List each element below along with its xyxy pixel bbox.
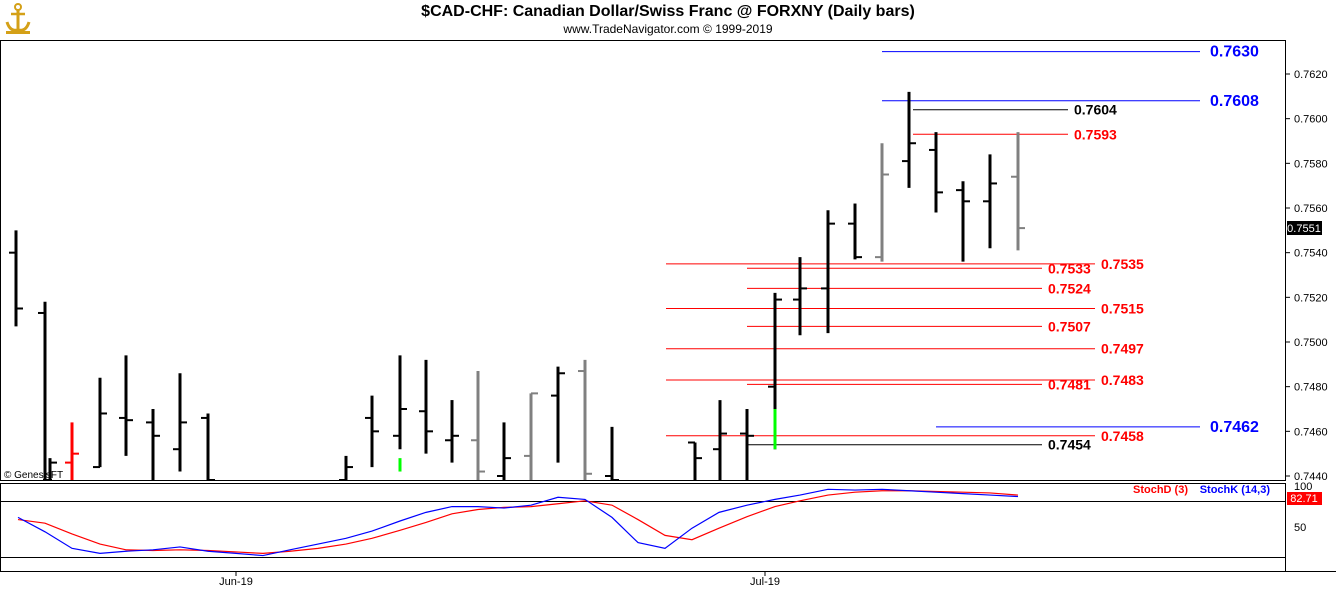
x-axis-labels: Jun-19 Jul-19: [219, 571, 780, 588]
y-tick-label: 0.7500: [1294, 337, 1328, 349]
y-tick-label: 0.7600: [1294, 114, 1328, 126]
ohlc-bar: [956, 181, 970, 262]
ohlc-bar: [365, 395, 379, 468]
ohlc-bar: [419, 359, 433, 454]
genesis-watermark: © GenesisFT: [4, 470, 63, 481]
y-tick-label: 0.7440: [1294, 471, 1328, 483]
level-label: 0.7630: [1210, 44, 1259, 61]
chart-subtitle: www.TradeNavigator.com © 1999-2019: [563, 22, 773, 36]
stoch-tick-label: 100: [1294, 481, 1312, 493]
anchor-icon: [5, 3, 31, 34]
stoch-k-line: [17, 488, 1019, 557]
stoch-d-legend: StochD (3): [1133, 484, 1188, 496]
stoch-last-value: 82.71: [1290, 493, 1318, 505]
stochastic-panel: 100 50 StochD (3) StochK (14,3) 82.71: [17, 481, 1322, 557]
ohlc-bar: [393, 355, 407, 450]
ohlc-bar: [524, 392, 538, 480]
ohlc-bar: [983, 154, 997, 249]
level-label: 0.7524: [1048, 280, 1091, 296]
ohlc-bar: [65, 422, 79, 480]
y-tick-label: 0.7540: [1294, 248, 1328, 260]
y-tick-label: 0.7620: [1294, 69, 1328, 81]
ohlc-bars: [9, 91, 1025, 481]
ohlc-bar: [605, 426, 619, 481]
level-label: 0.7454: [1048, 437, 1091, 453]
price-panel-frame: [0, 40, 1286, 481]
ohlc-bar: [740, 409, 754, 480]
level-label: 0.7515: [1101, 301, 1144, 317]
x-tick-label: Jul-19: [750, 576, 780, 588]
ohlc-bar: [497, 422, 511, 480]
level-label: 0.7481: [1048, 376, 1091, 392]
level-label: 0.7497: [1101, 341, 1144, 357]
ohlc-bar: [902, 91, 916, 188]
ohlc-bar: [9, 230, 23, 327]
stoch-d-line: [17, 490, 1019, 555]
ohlc-bar: [578, 359, 592, 480]
stoch-tick-label: 50: [1294, 522, 1306, 534]
last-price-box: [1287, 221, 1322, 235]
level-label: 0.7462: [1210, 419, 1259, 436]
ohlc-bar: [875, 143, 889, 262]
y-tick-label: 0.7480: [1294, 382, 1328, 394]
y-tick-label: 0.7520: [1294, 292, 1328, 304]
price-axis: 0.7620 0.7600 0.7580 0.7560 0.7540 0.7520 0.75…: [1285, 69, 1328, 483]
x-tick-label: Jun-19: [219, 576, 253, 588]
level-label: 0.7535: [1101, 256, 1144, 272]
ohlc-bar: [793, 257, 807, 336]
ohlc-bar: [173, 373, 187, 472]
level-label: 0.7604: [1074, 102, 1117, 118]
ohlc-bar: [713, 400, 727, 480]
ohlc-bar: [146, 409, 160, 480]
chart-title: $CAD-CHF: Canadian Dollar/Swiss Franc @ …: [421, 3, 915, 20]
level-label: 0.7507: [1048, 318, 1091, 334]
ohlc-bar: [201, 413, 215, 481]
ohlc-bar: [471, 371, 485, 480]
ohlc-bar: [1011, 132, 1025, 251]
ohlc-bar: [929, 132, 943, 213]
stoch-k-legend: StochK (14,3): [1200, 484, 1271, 496]
ohlc-bar: [688, 441, 702, 480]
level-label: 0.7593: [1074, 126, 1117, 142]
last-price-label: 0.7551: [1287, 223, 1321, 235]
ohlc-bar: [848, 203, 862, 260]
stoch-last-box: [1287, 492, 1322, 505]
ohlc-bar: [445, 400, 459, 463]
ohlc-bar: [119, 355, 133, 456]
level-label: 0.7483: [1101, 372, 1144, 388]
level-label: 0.7608: [1210, 93, 1259, 110]
ohlc-bar: [339, 455, 353, 481]
level-label: 0.7458: [1101, 428, 1144, 444]
ohlc-bar: [93, 377, 107, 469]
price-levels: 0.7630 0.7608 0.7604 0.7593 0.7535 0.7533 0.75…: [666, 44, 1259, 453]
y-tick-label: 0.7560: [1294, 203, 1328, 215]
stoch-panel-frame: [0, 483, 1286, 572]
ohlc-bar: [38, 301, 52, 481]
ohlc-bar: [551, 366, 565, 463]
y-tick-label: 0.7580: [1294, 158, 1328, 170]
y-tick-label: 0.7460: [1294, 426, 1328, 438]
level-label: 0.7533: [1048, 260, 1091, 276]
ohlc-bar: [821, 210, 835, 334]
